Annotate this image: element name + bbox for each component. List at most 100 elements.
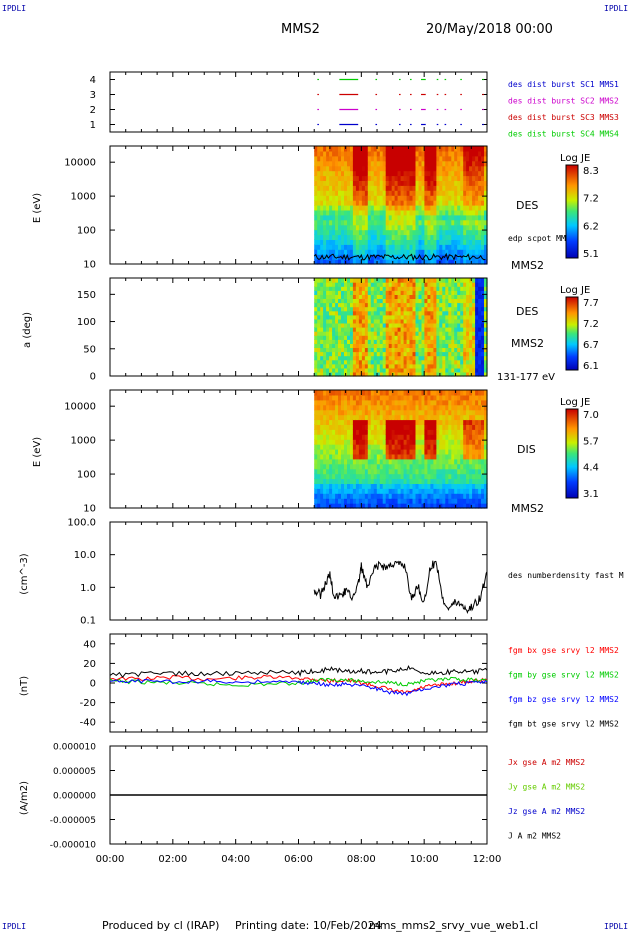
- density-panel-ytick-label: 100.0: [67, 518, 96, 529]
- dis-energy-panel-heatmap-cell: [388, 478, 393, 484]
- dis-energy-panel-heatmap-cell: [323, 419, 327, 425]
- des-pitch-panel-heatmap-cell: [409, 339, 414, 344]
- des-pitch-panel-heatmap-cell: [481, 282, 485, 287]
- des-energy-panel-heatmap-cell: [424, 170, 428, 177]
- dis-energy-panel-heatmap-cell: [400, 414, 405, 421]
- des-pitch-panel-heatmap-cell: [358, 314, 363, 320]
- dis-energy-panel-heatmap-cell: [329, 394, 333, 401]
- dis-energy-panel-heatmap-cell: [344, 449, 348, 455]
- des-pitch-panel-heatmap-cell: [370, 302, 375, 308]
- des-pitch-panel-heatmap-cell: [329, 294, 333, 299]
- dis-energy-panel-heatmap-cell: [367, 493, 372, 499]
- des-energy-panel-heatmap-cell: [424, 209, 428, 216]
- des-pitch-panel-heatmap-cell: [427, 343, 431, 348]
- dis-energy-panel-heatmap-cell: [382, 424, 387, 430]
- des-energy-panel-heatmap-cell: [388, 150, 393, 157]
- des-energy-panel-heatmap-cell: [382, 229, 387, 236]
- des-energy-panel-heatmap-cell: [433, 244, 437, 250]
- dis-energy-panel-heatmap-cell: [454, 429, 458, 435]
- des-pitch-panel-heatmap-cell: [347, 367, 351, 373]
- des-pitch-panel-heatmap-cell: [397, 371, 402, 377]
- des-pitch-panel-heatmap-cell: [394, 286, 399, 291]
- des-energy-panel-heatmap-cell: [463, 214, 467, 221]
- des-pitch-panel-heatmap-cell: [355, 339, 360, 344]
- des-energy-panel-heatmap-cell: [344, 209, 348, 216]
- des-energy-panel-heatmap-cell: [317, 234, 321, 240]
- des-energy-panel-heatmap-cell: [329, 224, 333, 231]
- des-pitch-panel-heatmap-cell: [451, 282, 455, 287]
- des-energy-panel-heatmap-cell: [433, 195, 437, 201]
- dis-energy-panel-heatmap-cell: [341, 409, 345, 416]
- des-energy-panel-heatmap-cell: [406, 205, 411, 211]
- dis-energy-panel-heatmap-cell: [323, 503, 327, 509]
- des-pitch-panel-heatmap-cell: [454, 286, 458, 291]
- des-energy-panel-heatmap-cell: [454, 234, 458, 240]
- des-energy-panel-heatmap-cell: [344, 200, 348, 206]
- dis-energy-panel-heatmap-cell: [433, 414, 437, 421]
- dis-energy-panel-heatmap-cell: [338, 468, 342, 475]
- des-pitch-panel-heatmap-cell: [314, 335, 318, 340]
- des-energy-panel-ytick-label: 10: [83, 260, 96, 271]
- dis-energy-panel-heatmap-cell: [442, 409, 446, 416]
- des-pitch-panel-heatmap-cell: [335, 290, 339, 295]
- des-energy-panel-heatmap-cell: [329, 160, 333, 167]
- dis-energy-panel-heatmap-cell: [409, 419, 414, 425]
- des-pitch-panel-heatmap-cell: [358, 339, 363, 344]
- des-pitch-panel-heatmap-cell: [370, 322, 375, 328]
- des-pitch-panel-heatmap-cell: [454, 335, 458, 340]
- des-energy-panel-heatmap-cell: [436, 244, 440, 250]
- dis-energy-panel-heatmap-cell: [338, 439, 342, 445]
- des-pitch-panel-heatmap-cell: [388, 310, 393, 316]
- des-pitch-panel-heatmap-cell: [385, 359, 390, 365]
- dis-energy-panel-heatmap-cell: [317, 394, 321, 401]
- des-pitch-panel-heatmap-cell: [382, 294, 387, 299]
- des-energy-panel-heatmap-cell: [332, 205, 336, 211]
- des-energy-panel-heatmap-cell: [457, 185, 461, 191]
- dis-energy-panel-heatmap-cell: [326, 409, 330, 416]
- des-pitch-panel-heatmap-cell: [475, 339, 479, 344]
- dis-energy-panel-heatmap-cell: [326, 419, 330, 425]
- dis-energy-panel-heatmap-cell: [457, 453, 461, 460]
- des-energy-panel-heatmap-cell: [373, 160, 378, 167]
- des-energy-panel-heatmap-cell: [341, 239, 345, 245]
- des-pitch-panel-heatmap-cell: [439, 286, 443, 291]
- dis-energy-panel-heatmap-cell: [418, 498, 423, 504]
- des-energy-panel-heatmap-cell: [412, 249, 417, 255]
- dis-energy-panel-heatmap-cell: [385, 404, 390, 411]
- dis-energy-panel-heatmap-cell: [323, 498, 327, 504]
- dis-energy-panel-heatmap-cell: [326, 468, 330, 475]
- dis-energy-panel-heatmap-cell: [329, 488, 333, 494]
- des-pitch-panel-heatmap-cell: [436, 355, 440, 361]
- des-energy-panel-heatmap-cell: [484, 200, 488, 206]
- dis-energy-panel-heatmap-cell: [382, 498, 387, 504]
- dis-energy-panel-heatmap-cell: [382, 434, 387, 440]
- des-pitch-panel-heatmap-cell: [400, 294, 405, 299]
- des-energy-panel-heatmap-cell: [382, 219, 387, 226]
- des-pitch-panel-heatmap-cell: [347, 327, 351, 332]
- dis-energy-panel-heatmap-cell: [364, 493, 369, 499]
- des-energy-panel-heatmap-cell: [439, 160, 443, 167]
- dis-energy-panel-heatmap-cell: [472, 414, 476, 421]
- des-pitch-panel-heatmap-cell: [442, 302, 446, 308]
- des-energy-panel-heatmap-cell: [475, 155, 479, 162]
- dis-energy-panel-heatmap-cell: [430, 404, 434, 411]
- des-energy-panel-heatmap-cell: [379, 209, 384, 216]
- des-pitch-panel-heatmap-cell: [484, 282, 488, 287]
- des-pitch-panel-heatmap-cell: [314, 314, 318, 320]
- des-pitch-panel-heatmap-cell: [478, 335, 482, 340]
- des-energy-panel-heatmap-cell: [382, 249, 387, 255]
- dis-energy-panel-heatmap-cell: [367, 453, 372, 460]
- dis-energy-panel-heatmap-cell: [445, 488, 449, 494]
- des-pitch-panel-heatmap-cell: [454, 306, 458, 312]
- dis-energy-panel-heatmap-cell: [361, 449, 366, 455]
- des-energy-panel-heatmap-cell: [481, 165, 485, 172]
- des-energy-panel-heatmap-cell: [436, 234, 440, 240]
- des-pitch-panel-heatmap-cell: [433, 298, 437, 304]
- des-energy-panel-heatmap-cell: [326, 209, 330, 216]
- des-energy-panel-heatmap-cell: [364, 209, 369, 216]
- des-energy-panel-heatmap-cell: [394, 195, 399, 201]
- des-pitch-panel-heatmap-cell: [442, 298, 446, 304]
- des-pitch-panel-heatmap-cell: [388, 318, 393, 324]
- des-pitch-panel-heatmap-cell: [326, 355, 330, 361]
- dis-energy-panel-heatmap-cell: [367, 434, 372, 440]
